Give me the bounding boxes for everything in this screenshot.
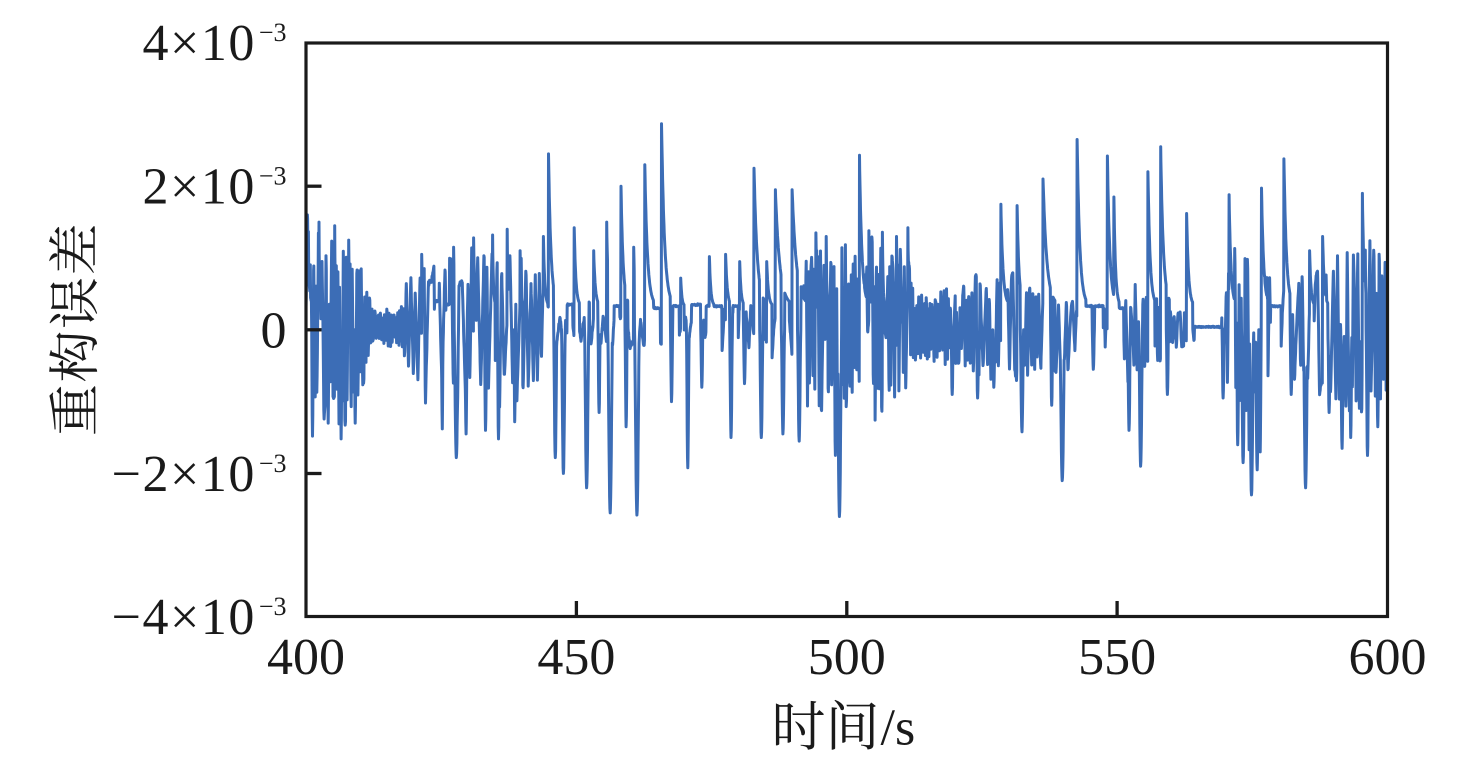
svg-text:−4×10−3: −4×10 −3: [112, 589, 287, 646]
svg-text:550: 550: [1078, 629, 1156, 686]
svg-text:−2×10−3: −2×10 −3: [112, 446, 287, 503]
svg-text:2×10−3: 2×10 −3: [143, 159, 287, 216]
svg-text:600: 600: [1349, 629, 1427, 686]
svg-text:500: 500: [808, 629, 886, 686]
svg-text:4×10−3: 4×10 −3: [143, 15, 287, 72]
svg-text:0: 0: [261, 302, 287, 359]
svg-text:450: 450: [537, 629, 615, 686]
svg-text:/s: /s: [881, 700, 916, 757]
svg-text:400: 400: [267, 629, 345, 686]
